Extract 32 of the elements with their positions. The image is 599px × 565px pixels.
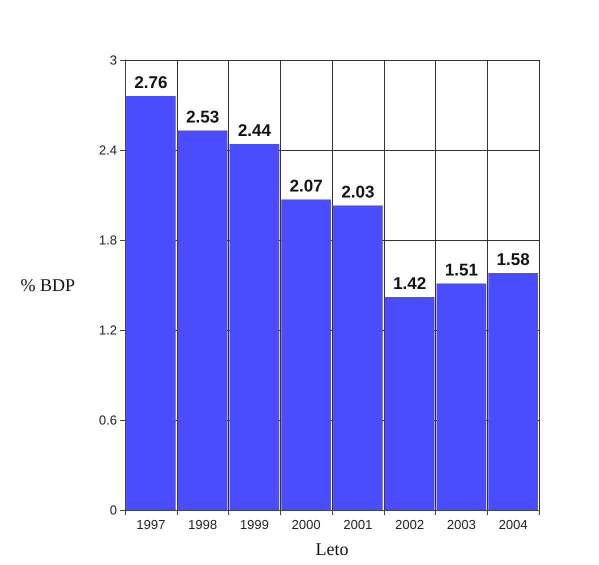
data-label: 2.76: [134, 73, 168, 92]
data-label: 2.53: [186, 108, 220, 126]
x-tick-label: 2000: [292, 517, 321, 532]
bar: [436, 284, 486, 510]
x-tick-label: 1997: [136, 517, 166, 532]
bar: [281, 200, 331, 510]
y-tick-label: 3: [110, 52, 117, 68]
y-tick-label: 0.6: [98, 412, 117, 428]
y-tick-label: 1.2: [98, 322, 117, 338]
x-tick-label: 2001: [343, 517, 372, 532]
y-tick-label: 1.8: [98, 232, 117, 248]
x-tick-label: 2004: [498, 517, 528, 532]
y-tick-label: 0: [110, 502, 117, 518]
data-label: 1.58: [496, 250, 530, 269]
bar: [333, 206, 383, 510]
bar: [230, 144, 280, 510]
bar: [384, 297, 434, 510]
data-label: 2.44: [238, 121, 272, 140]
data-label: 2.03: [341, 182, 374, 202]
bar: [126, 96, 176, 510]
x-tick-label: 1999: [240, 517, 269, 532]
data-label: 1.51: [444, 260, 478, 280]
data-label: 1.42: [393, 274, 426, 293]
bar: [178, 130, 228, 510]
x-tick-label: 2002: [395, 517, 424, 532]
x-axis-title: Leto: [316, 539, 348, 559]
data-label: 2.07: [290, 176, 323, 196]
y-tick-label: 2.4: [98, 142, 117, 158]
y-axis-title: % BDP: [20, 275, 75, 295]
bar: [488, 273, 538, 510]
x-tick-label: 1998: [188, 517, 218, 532]
x-tick-label: 2003: [446, 517, 476, 532]
